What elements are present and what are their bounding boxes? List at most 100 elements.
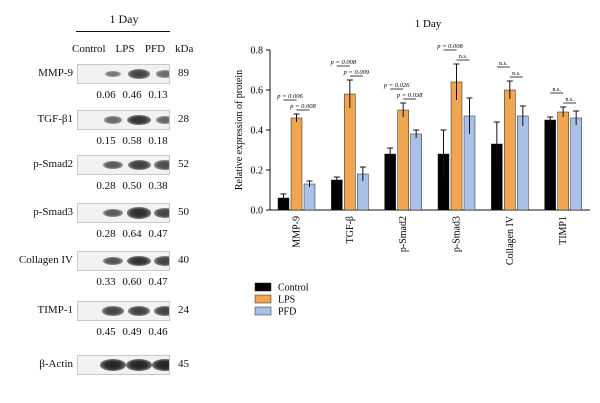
y-tick-label: 0.8 <box>251 46 264 57</box>
blot-density-value: 0.38 <box>148 180 168 192</box>
legend-swatch <box>254 282 272 292</box>
blot-kda-value: 24 <box>178 304 189 316</box>
blot-band <box>126 207 152 219</box>
bars <box>277 63 582 211</box>
blot-band <box>127 69 151 79</box>
blot-band <box>126 255 152 267</box>
blot-density-value: 0.58 <box>122 135 142 147</box>
significance-label: n.s. <box>499 61 508 67</box>
blot-marker-label: Collagen IV <box>18 254 73 266</box>
blot-marker-label: β-Actin <box>39 358 73 370</box>
blot-kda-value: 45 <box>178 358 189 370</box>
blot-band <box>153 306 169 316</box>
blot-density-value: 0.60 <box>122 276 142 288</box>
x-tick-labels: MMP-9 TGF-β p-Smad2 p-Smad3 Collagen IV TIMP1 <box>292 215 570 265</box>
blot-band <box>103 160 123 170</box>
blot-strip <box>77 64 170 84</box>
bar <box>517 115 529 211</box>
blot-title: 1 Day <box>109 12 139 26</box>
blot-density-value: 0.45 <box>96 326 116 338</box>
lane-header-pfd: PFD <box>144 43 166 55</box>
blot-density-value: 0.49 <box>122 326 142 338</box>
y-tick-label: 0.4 <box>251 126 264 137</box>
bar <box>504 89 516 211</box>
blot-band <box>153 208 169 218</box>
significance-label: p = 0.006 <box>276 93 303 100</box>
significance-label: p = 0.009 <box>343 69 370 76</box>
bar <box>450 81 463 211</box>
blot-density-value: 0.13 <box>148 89 168 101</box>
blot-kda-value: 50 <box>178 206 189 218</box>
y-axis-label: Relative expression of protein <box>234 70 245 190</box>
legend-label: Control <box>278 283 309 294</box>
blot-marker-label: p-Smad2 <box>33 158 73 170</box>
significance-label: n.s. <box>459 54 468 60</box>
blot-density-value: 0.50 <box>122 180 142 192</box>
blot-band <box>103 208 123 218</box>
bar <box>570 117 582 211</box>
blot-density-value: 0.33 <box>96 276 116 288</box>
bar <box>344 93 356 211</box>
significance-label: n.s. <box>512 71 521 77</box>
blot-band <box>156 70 169 78</box>
significance-label: p = 0.008 <box>436 43 463 50</box>
blot-kda-value: 40 <box>178 254 189 266</box>
blot-density-value: 0.46 <box>148 326 168 338</box>
blot-band <box>127 306 151 316</box>
blot-marker-label: MMP-9 <box>38 67 73 79</box>
legend-swatch <box>254 306 272 316</box>
significance-label: p = 0.026 <box>383 82 410 89</box>
blot-strip <box>77 155 170 175</box>
blot-marker-label: p-Smad3 <box>33 206 73 218</box>
bar-chart: 1 Day Relative expression of protein 0.0… <box>234 18 590 318</box>
blot-band <box>126 114 152 126</box>
significance-label: p = 0.008 <box>289 103 316 110</box>
blot-strip <box>77 203 170 223</box>
significance-label: p = 0.008 <box>330 59 357 66</box>
blot-band <box>104 70 122 78</box>
bar <box>331 179 343 211</box>
lane-header-control: Control <box>72 43 106 55</box>
y-tick-label: 0.0 <box>251 206 264 217</box>
blot-strip <box>77 251 170 271</box>
blot-density-value: 0.18 <box>148 135 168 147</box>
bar <box>557 111 569 211</box>
significance-label: n.s. <box>565 97 574 103</box>
x-tick-label: p-Smad3 <box>452 216 463 252</box>
blot-band <box>126 359 152 371</box>
bar <box>397 109 409 211</box>
kda-header: kDa <box>175 43 194 55</box>
blot-kda-value: 52 <box>178 158 189 170</box>
blot-strip <box>77 355 170 375</box>
y-ticks: 0.0 0.2 0.4 0.6 0.8 <box>251 46 270 217</box>
blot-density-value: 0.15 <box>96 135 116 147</box>
lane-header-lps: LPS <box>115 43 135 55</box>
blot-marker-label: TGF-β1 <box>37 113 73 125</box>
y-tick-label: 0.2 <box>251 166 264 177</box>
bar <box>384 153 396 211</box>
blot-marker-label: TIMP-1 <box>37 304 73 316</box>
blot-band <box>154 160 169 170</box>
blot-band <box>102 256 124 266</box>
legend-swatch <box>254 294 272 304</box>
blot-density-value: 0.64 <box>122 228 142 240</box>
bar <box>410 133 422 211</box>
blot-density-value: 0.28 <box>96 228 116 240</box>
blot-title-rule <box>76 31 170 32</box>
bar <box>303 183 316 211</box>
blot-band <box>103 116 123 124</box>
blot-kda-value: 28 <box>178 113 189 125</box>
blot-density-value: 0.28 <box>96 180 116 192</box>
blot-strip <box>77 110 170 130</box>
x-tick-label: TIMP1 <box>558 216 569 245</box>
y-tick-label: 0.6 <box>251 86 264 97</box>
chart-title: 1 Day <box>415 18 442 30</box>
blot-kda-value: 89 <box>178 67 189 79</box>
blot-band <box>127 160 151 170</box>
significance-annotations: p = 0.006 p = 0.008 p = 0.008 p = 0.009 p = … <box>276 43 577 111</box>
x-tick-label: MMP-9 <box>292 216 303 248</box>
significance-label: n.s. <box>552 87 561 93</box>
blot-band <box>155 116 169 124</box>
blot-band <box>153 256 169 266</box>
